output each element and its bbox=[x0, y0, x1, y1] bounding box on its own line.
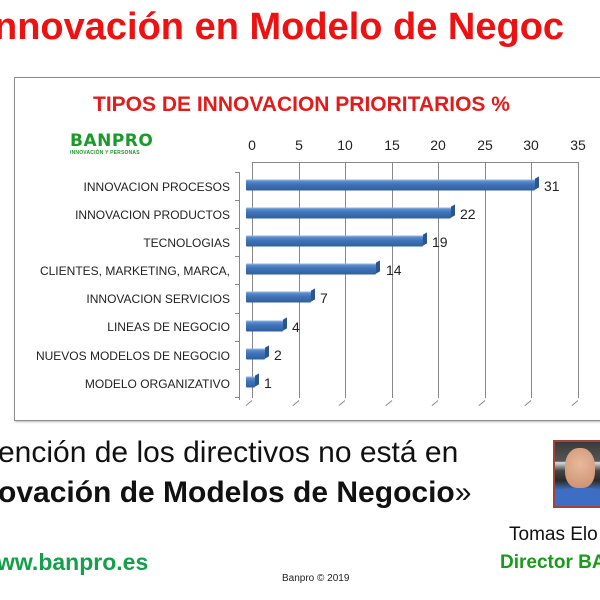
y-tick bbox=[235, 228, 240, 229]
photo-face bbox=[565, 448, 595, 488]
caption-line-1: ención de los directivos no está en bbox=[0, 436, 459, 469]
data-label: 7 bbox=[320, 290, 328, 306]
y-tick bbox=[235, 397, 240, 398]
category-label: INNOVACION PROCESOS bbox=[83, 180, 230, 194]
author-role: Director BA bbox=[500, 552, 600, 573]
x-tick-label: 10 bbox=[337, 137, 353, 153]
gridline bbox=[392, 162, 393, 398]
caption-bold-text: ovación de Modelos de Negocio bbox=[0, 476, 455, 509]
data-label: 2 bbox=[274, 347, 282, 363]
slide-title: nnovación en Modelo de Negoc bbox=[0, 6, 565, 48]
bar-innovacion-servicios bbox=[246, 291, 311, 303]
bar-modelo-organizativo bbox=[246, 376, 255, 388]
y-tick bbox=[235, 256, 240, 257]
y-tick bbox=[235, 172, 240, 173]
x-tick-label: 25 bbox=[477, 137, 493, 153]
gridline bbox=[438, 162, 439, 398]
category-label: TECNOLOGIAS bbox=[143, 236, 230, 250]
gridline bbox=[485, 162, 486, 398]
x-tick-label: 5 bbox=[295, 137, 303, 153]
data-label: 22 bbox=[460, 206, 476, 222]
gridline bbox=[299, 162, 300, 398]
x-tick-label: 30 bbox=[523, 137, 539, 153]
y-tick bbox=[235, 341, 240, 342]
y-tick bbox=[235, 369, 240, 370]
y-axis-line bbox=[239, 172, 240, 400]
bar-lineas-de-negocio bbox=[246, 320, 283, 332]
category-label: INNOVACION SERVICIOS bbox=[86, 292, 230, 306]
copyright-notice: Banpro © 2019 bbox=[282, 573, 350, 584]
category-label: MODELO ORGANIZATIVO bbox=[84, 377, 230, 391]
category-label: INNOVACION PRODUCTOS bbox=[75, 208, 230, 222]
photo-shirt bbox=[555, 488, 600, 506]
author-name: Tomas Elo bbox=[509, 524, 598, 545]
data-label: 31 bbox=[544, 178, 560, 194]
banpro-logo: BANPRO INNOVACIÓN Y PERSONAS bbox=[70, 131, 154, 157]
bar-nuevos-modelos-de-negocio bbox=[246, 348, 265, 360]
chart-frame bbox=[14, 77, 600, 421]
gridline bbox=[345, 162, 346, 398]
y-tick bbox=[235, 313, 240, 314]
y-tick bbox=[235, 284, 240, 285]
bar-innovacion-productos bbox=[246, 207, 451, 219]
data-label: 19 bbox=[432, 234, 448, 250]
x-axis-line bbox=[252, 162, 578, 163]
gridline bbox=[252, 162, 253, 398]
data-label: 4 bbox=[292, 319, 300, 335]
bar-tecnologias bbox=[246, 235, 423, 247]
logo-tagline: INNOVACIÓN Y PERSONAS bbox=[70, 150, 140, 156]
x-tick-label: 15 bbox=[384, 137, 400, 153]
category-label: LINEAS DE NEGOCIO bbox=[107, 320, 230, 334]
gridline bbox=[531, 162, 532, 398]
caption-closing-quote: » bbox=[454, 476, 472, 509]
x-tick-label: 20 bbox=[430, 137, 446, 153]
caption-line-2: ovación de Modelos de Negocio» bbox=[0, 476, 471, 510]
x-tick-label: 35 bbox=[570, 137, 586, 153]
y-tick bbox=[235, 200, 240, 201]
chart-title: TIPOS DE INNOVACION PRIORITARIOS % bbox=[93, 93, 510, 116]
data-label: 1 bbox=[264, 375, 272, 391]
bar-innovacion-procesos bbox=[246, 179, 535, 191]
category-label: NUEVOS MODELOS DE NEGOCIO bbox=[35, 349, 230, 363]
gridline bbox=[578, 162, 579, 398]
website-link[interactable]: ww.banpro.es bbox=[0, 549, 149, 575]
x-tick-label: 0 bbox=[248, 137, 256, 153]
logo-wordmark: BANPRO bbox=[70, 131, 154, 151]
data-label: 14 bbox=[386, 262, 402, 278]
bar-clientes-marketing-marca bbox=[246, 263, 376, 275]
author-photo bbox=[553, 440, 600, 508]
category-label: CLIENTES, MARKETING, MARCA, bbox=[39, 264, 230, 278]
